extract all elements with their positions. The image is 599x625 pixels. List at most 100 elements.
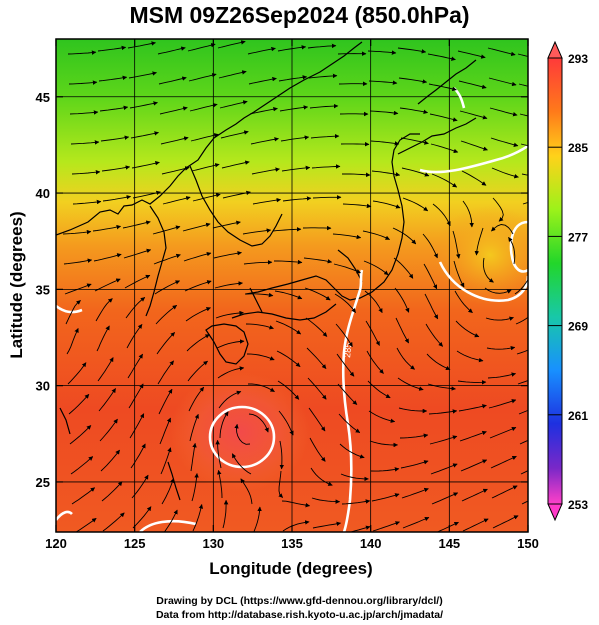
streamline bbox=[185, 307, 211, 322]
streamline bbox=[363, 260, 389, 276]
streamline bbox=[276, 350, 301, 368]
streamline bbox=[427, 53, 456, 61]
streamline bbox=[155, 304, 178, 325]
streamline bbox=[213, 250, 242, 259]
streamline bbox=[277, 380, 300, 400]
streamline bbox=[101, 481, 123, 502]
streamline bbox=[312, 521, 342, 529]
streamline bbox=[482, 257, 494, 283]
contour-west bbox=[56, 304, 83, 314]
streamline bbox=[126, 324, 143, 349]
streamline bbox=[129, 101, 158, 109]
streamline bbox=[456, 350, 484, 363]
streamline bbox=[309, 103, 339, 109]
streamline bbox=[102, 195, 132, 202]
contour-sw bbox=[56, 510, 73, 521]
streamline bbox=[518, 83, 528, 87]
streamline bbox=[490, 137, 519, 147]
streamline bbox=[184, 280, 212, 292]
streamline bbox=[431, 492, 459, 505]
streamline bbox=[458, 404, 487, 412]
streamline bbox=[188, 73, 217, 82]
streamline bbox=[93, 253, 122, 262]
streamline bbox=[278, 470, 284, 498]
streamline bbox=[342, 203, 372, 209]
streamline bbox=[402, 197, 429, 212]
streamline bbox=[192, 504, 204, 532]
streamline bbox=[130, 131, 159, 139]
streamline bbox=[161, 166, 190, 175]
streamline bbox=[425, 323, 444, 347]
streamline bbox=[159, 106, 188, 115]
streamline bbox=[246, 353, 275, 361]
streamline bbox=[96, 325, 110, 352]
streamline bbox=[474, 227, 484, 256]
y-tick-label: 45 bbox=[36, 90, 50, 105]
streamline bbox=[218, 390, 242, 409]
streamline bbox=[68, 393, 90, 415]
streamline bbox=[69, 425, 92, 445]
streamline bbox=[307, 377, 327, 400]
streamline bbox=[427, 383, 456, 391]
streamline bbox=[191, 473, 199, 502]
data-source-line: Data from http://database.rish.kyoto-u.a… bbox=[155, 609, 444, 621]
streamline bbox=[192, 193, 221, 202]
streamline bbox=[95, 298, 113, 322]
x-tick-label: 120 bbox=[45, 536, 67, 551]
streamline bbox=[275, 320, 302, 335]
streamline bbox=[336, 353, 355, 377]
y-tick-label: 30 bbox=[36, 379, 50, 394]
streamline bbox=[62, 229, 92, 235]
streamline bbox=[282, 196, 312, 202]
streamline bbox=[92, 224, 122, 232]
streamline bbox=[401, 167, 430, 177]
streamline bbox=[67, 50, 97, 55]
streamline bbox=[431, 173, 458, 188]
x-tick-label: 145 bbox=[438, 536, 460, 551]
streamline bbox=[371, 170, 401, 177]
x-tick-label: 135 bbox=[281, 536, 303, 551]
streamline bbox=[392, 227, 417, 245]
streamline bbox=[279, 440, 285, 470]
streamline bbox=[222, 190, 251, 199]
streamline bbox=[491, 167, 519, 179]
colorbar-label: 269 bbox=[568, 320, 588, 334]
streamline bbox=[215, 439, 222, 469]
streamline bbox=[368, 410, 396, 423]
streamline bbox=[70, 140, 100, 145]
streamline bbox=[367, 50, 397, 55]
streamline bbox=[362, 230, 391, 240]
streamline bbox=[304, 287, 331, 301]
y-tick-label: 35 bbox=[36, 282, 50, 297]
streamline bbox=[123, 248, 152, 259]
contour-label: 285 bbox=[342, 342, 354, 358]
warm-core bbox=[170, 372, 310, 492]
streamline bbox=[128, 383, 144, 409]
streamline bbox=[282, 520, 310, 532]
contour-east bbox=[438, 261, 528, 302]
streamline bbox=[251, 167, 280, 175]
streamline bbox=[189, 103, 218, 112]
streamline bbox=[243, 260, 273, 265]
streamline bbox=[163, 509, 178, 532]
streamline bbox=[520, 143, 528, 147]
streamline bbox=[436, 521, 459, 532]
streamline bbox=[310, 133, 340, 139]
streamline bbox=[94, 278, 121, 292]
streamline bbox=[521, 173, 528, 176]
streamline bbox=[153, 253, 181, 265]
streamline bbox=[487, 372, 517, 379]
streamline bbox=[132, 190, 161, 199]
streamline bbox=[154, 280, 181, 295]
streamline bbox=[484, 287, 512, 294]
streamline bbox=[216, 339, 245, 349]
streamline bbox=[189, 413, 199, 442]
streamline bbox=[71, 487, 96, 505]
y-axis-label: Latitude (degrees) bbox=[7, 211, 26, 358]
streamline bbox=[514, 278, 528, 295]
streamline bbox=[368, 80, 398, 85]
colorbar-ramp bbox=[547, 57, 563, 505]
streamline bbox=[492, 515, 519, 529]
streamline bbox=[245, 323, 274, 330]
streamline bbox=[519, 439, 528, 445]
